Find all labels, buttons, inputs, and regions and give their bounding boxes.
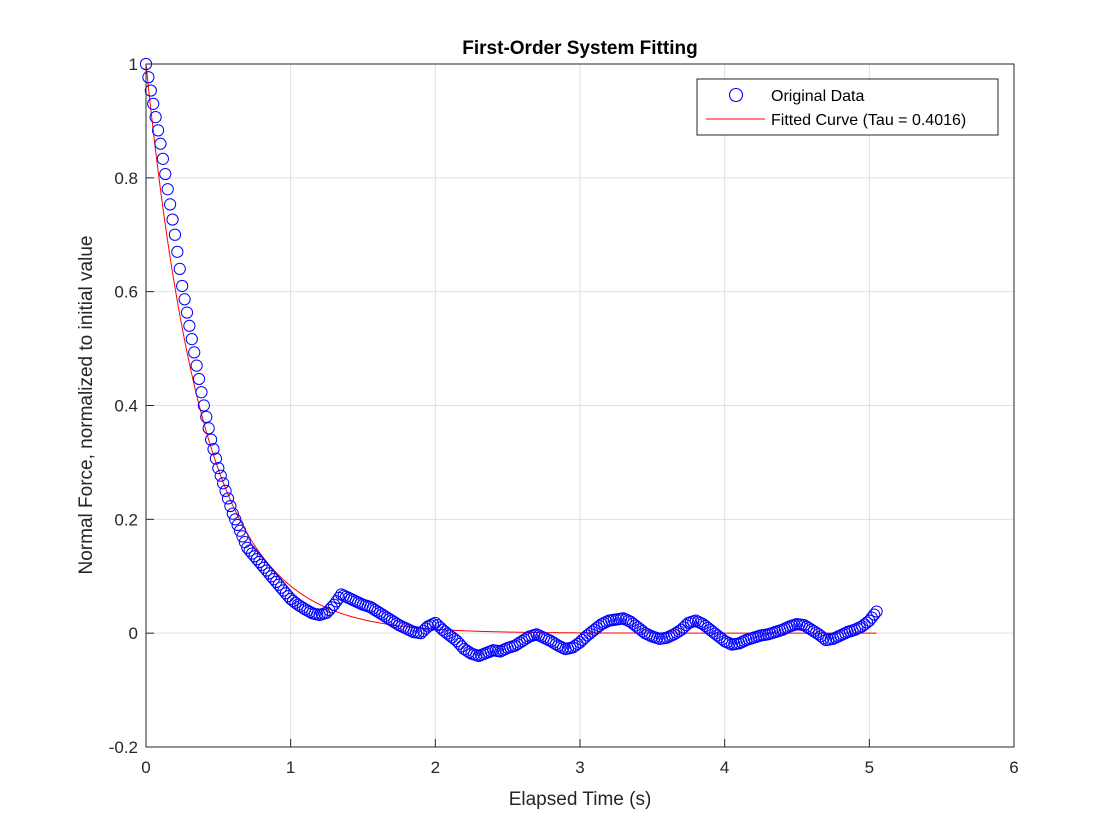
data-point [229, 513, 242, 526]
data-point [205, 433, 218, 446]
data-point [188, 346, 201, 359]
data-point [723, 637, 736, 650]
data-point [149, 111, 162, 124]
data-point [207, 443, 220, 456]
x-axis-ticks: 0 1 2 3 4 5 6 [141, 739, 1019, 777]
data-point [202, 422, 215, 435]
data-point [282, 590, 295, 603]
data-point [224, 499, 237, 513]
legend-label-fitted-curve: Fitted Curve (Tau = 0.4016) [771, 112, 966, 129]
data-point [863, 614, 876, 627]
data-point [817, 632, 830, 645]
data-point [195, 386, 208, 399]
data-point [197, 399, 210, 412]
legend-marker-original-data [728, 87, 744, 103]
data-point [166, 213, 179, 226]
data-point [870, 605, 883, 618]
x-tick-label: 5 [865, 758, 874, 777]
y-tick-label: 0.6 [114, 283, 138, 302]
data-point [868, 608, 881, 621]
data-point [327, 598, 341, 611]
data-point [178, 293, 191, 306]
chart-title: First-Order System Fitting [462, 38, 697, 59]
data-point [231, 518, 244, 532]
x-tick-label: 1 [286, 758, 295, 777]
data-point [161, 183, 174, 196]
original-data-series [139, 57, 883, 663]
data-point [159, 167, 172, 181]
data-point [431, 619, 444, 632]
data-point [147, 97, 160, 110]
data-point [168, 228, 182, 241]
data-point [144, 84, 157, 97]
data-point [173, 262, 186, 275]
data-point [151, 124, 165, 137]
data-point [429, 616, 442, 630]
data-point [325, 601, 338, 614]
data-point [176, 279, 189, 293]
y-tick-label: 0 [129, 624, 138, 643]
y-tick-label: 1 [129, 55, 138, 74]
data-point [219, 484, 232, 497]
data-point [185, 333, 198, 346]
legend-box [696, 78, 999, 136]
x-tick-label: 2 [431, 758, 440, 777]
data-point [180, 306, 194, 319]
legend-label-original-data: Original Data [771, 88, 864, 105]
x-tick-label: 0 [141, 758, 150, 777]
y-axis-label: Normal Force, normalized to initial valu… [76, 236, 97, 575]
legend: Original Data Fitted Curve (Tau = 0.4016… [696, 78, 999, 136]
x-tick-label: 4 [720, 758, 729, 777]
data-point [190, 359, 203, 372]
data-point [405, 624, 418, 637]
data-point [156, 152, 169, 165]
data-point [200, 410, 213, 423]
data-point [154, 137, 167, 150]
data-point [557, 641, 570, 655]
y-axis-ticks: -0.2 0 0.2 0.4 0.6 0.8 1 [109, 55, 154, 757]
data-point [675, 623, 688, 636]
data-point [233, 524, 247, 537]
data-point [164, 198, 177, 211]
data-point [426, 617, 440, 631]
data-point [865, 611, 878, 624]
data-point [209, 452, 223, 465]
data-point [576, 633, 589, 647]
data-point [226, 507, 239, 520]
x-tick-label: 6 [1009, 758, 1018, 777]
y-tick-label: -0.2 [109, 738, 138, 757]
data-point [578, 631, 591, 644]
data-point [573, 636, 587, 649]
data-point [448, 633, 461, 646]
x-axis-label: Elapsed Time (s) [509, 789, 652, 810]
data-point [212, 462, 225, 475]
y-tick-label: 0.2 [114, 510, 138, 529]
data-point [183, 319, 196, 332]
data-point [142, 71, 155, 84]
data-point [192, 372, 206, 386]
data-point [414, 627, 427, 640]
data-point [236, 530, 249, 543]
data-point [214, 469, 227, 482]
data-point [600, 615, 613, 628]
data-point [571, 637, 584, 651]
y-tick-label: 0.8 [114, 169, 138, 188]
data-point [217, 477, 230, 490]
data-point [860, 616, 874, 629]
data-point [221, 492, 235, 505]
data-point [171, 245, 184, 258]
data-point [434, 621, 447, 634]
x-tick-label: 3 [575, 758, 584, 777]
y-tick-label: 0.4 [114, 397, 138, 416]
